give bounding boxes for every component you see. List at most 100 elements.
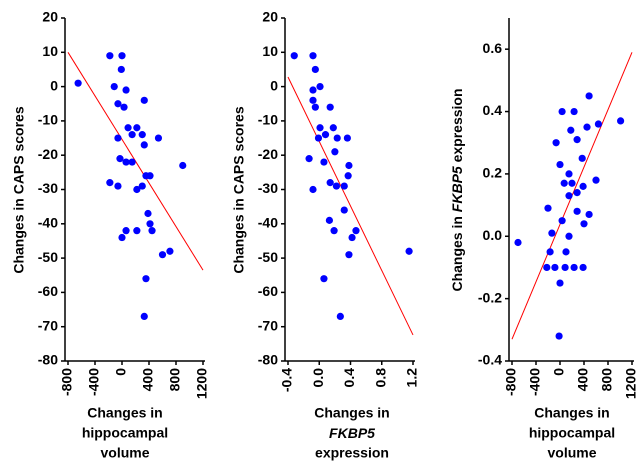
point <box>556 160 564 169</box>
point <box>74 79 82 87</box>
y-tick-label: -0.2 <box>478 289 502 305</box>
point <box>326 179 334 187</box>
point <box>352 227 360 235</box>
x-tick-label: 1200 <box>194 368 210 399</box>
point <box>309 96 317 104</box>
point <box>330 227 338 235</box>
x-axis-label: Changes in <box>534 405 609 421</box>
y-tick-label: 20 <box>42 9 58 25</box>
point <box>114 182 122 190</box>
point <box>309 185 317 194</box>
point <box>305 155 313 163</box>
point <box>154 134 163 142</box>
point <box>578 154 586 162</box>
y-axis-label: Changes in FKBP5 expression <box>449 88 465 291</box>
x-tick-label: -800 <box>59 368 75 396</box>
point <box>344 172 352 180</box>
point <box>405 247 413 255</box>
point <box>548 229 556 237</box>
x-tick-label: 0 <box>551 368 567 376</box>
point <box>140 312 148 321</box>
point <box>336 312 344 321</box>
point <box>573 207 581 215</box>
point <box>144 209 152 218</box>
y-tick-label: -0.4 <box>478 352 502 368</box>
point <box>555 332 563 340</box>
point <box>558 217 566 225</box>
point <box>340 182 348 190</box>
point <box>290 52 298 60</box>
point <box>560 179 568 187</box>
y-tick-label: -10 <box>258 112 278 128</box>
point <box>106 179 114 187</box>
y-tick-label: -50 <box>38 249 58 265</box>
x-tick-label: 0.4 <box>341 368 357 388</box>
point <box>594 120 603 128</box>
point <box>345 161 353 170</box>
point <box>118 52 126 60</box>
point <box>114 100 122 108</box>
y-tick-label: -40 <box>38 215 58 231</box>
point <box>148 227 156 235</box>
x-tick-label: 400 <box>140 368 156 392</box>
point <box>568 179 576 187</box>
y-tick-label: -70 <box>38 317 58 333</box>
x-axis-label: expression <box>315 445 389 461</box>
point <box>320 275 328 283</box>
y-tick-label: -40 <box>258 215 278 231</box>
point <box>140 96 148 104</box>
point <box>122 158 130 166</box>
point <box>333 134 341 142</box>
y-axis-label: Changes in CAPS scores <box>11 106 27 273</box>
point <box>544 204 552 212</box>
point <box>138 131 146 139</box>
y-tick-label: -80 <box>38 352 58 368</box>
point <box>570 263 578 272</box>
y-tick-label: -10 <box>38 112 58 128</box>
point <box>122 227 130 235</box>
point <box>561 263 569 272</box>
point <box>514 238 522 247</box>
point <box>329 124 337 132</box>
point <box>345 251 353 259</box>
y-tick-label: 10 <box>262 43 278 59</box>
y-tick-label: 0 <box>50 77 58 93</box>
point <box>570 107 578 116</box>
point <box>565 192 573 200</box>
point <box>348 233 356 242</box>
x-axis-label: volume <box>547 445 596 461</box>
point <box>552 139 560 147</box>
y-tick-label: 0 <box>270 77 278 93</box>
point <box>138 182 146 190</box>
point <box>120 103 128 111</box>
point <box>562 248 570 256</box>
y-tick-label: 0.0 <box>483 227 503 243</box>
point <box>321 131 330 139</box>
point <box>311 103 319 111</box>
point <box>331 148 339 156</box>
point <box>579 263 587 272</box>
point <box>332 182 341 190</box>
y-tick-label: -30 <box>38 180 58 196</box>
x-tick-label: 1200 <box>623 368 639 399</box>
y-tick-label: -50 <box>258 249 278 265</box>
point <box>573 189 581 197</box>
point <box>133 124 141 132</box>
point <box>118 233 126 242</box>
y-tick-label: -60 <box>258 283 278 299</box>
point <box>110 83 118 91</box>
point <box>309 86 317 94</box>
point <box>579 182 587 190</box>
point <box>546 248 554 256</box>
y-tick-label: -70 <box>258 317 278 333</box>
point <box>140 141 148 149</box>
y-tick-label: 0.6 <box>483 40 503 56</box>
point <box>314 134 323 142</box>
point <box>146 172 154 180</box>
point <box>565 232 573 240</box>
point <box>580 220 588 228</box>
point <box>146 220 154 228</box>
y-tick-label: 10 <box>42 43 58 59</box>
point <box>122 86 130 94</box>
